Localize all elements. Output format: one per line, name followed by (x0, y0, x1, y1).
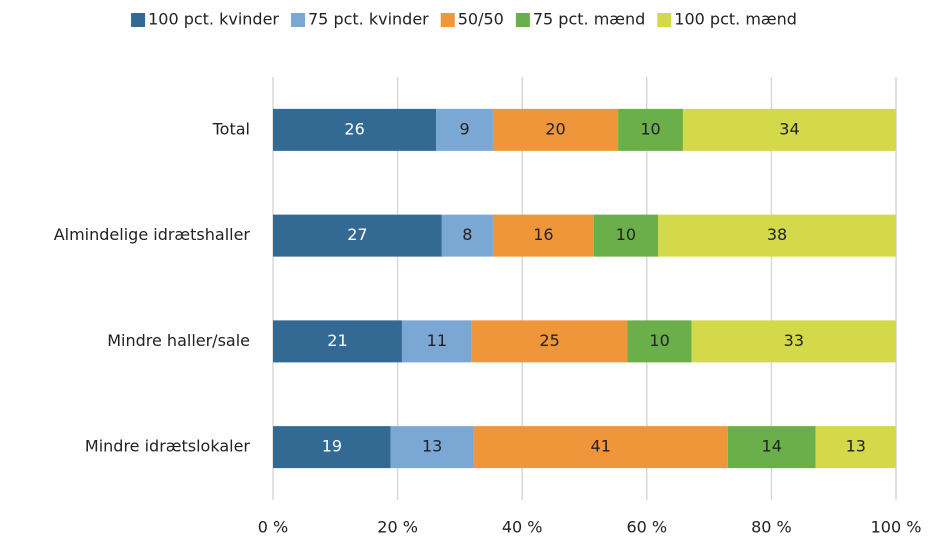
data-label: 25 (539, 331, 559, 350)
legend-label: 100 pct. kvinder (148, 10, 279, 29)
legend-label: 75 pct. kvinder (308, 10, 429, 29)
data-label: 14 (762, 437, 782, 456)
bar-segment (441, 214, 493, 257)
y-tick-label: Almindelige idrætshaller (54, 225, 251, 244)
data-label: 38 (767, 225, 787, 244)
x-tick-label: 40 % (502, 518, 543, 537)
bar-segment (273, 320, 402, 363)
bar-segment (473, 426, 728, 469)
bar-segment (682, 108, 896, 151)
legend-swatch (657, 13, 672, 27)
x-tick-label: 100 % (871, 518, 922, 537)
data-label: 13 (846, 437, 866, 456)
data-label: 27 (347, 225, 367, 244)
bar-segment (390, 426, 474, 469)
x-tick-label: 20 % (377, 518, 418, 537)
data-label: 41 (591, 437, 611, 456)
data-label: 19 (322, 437, 342, 456)
x-tick-label: 80 % (751, 518, 792, 537)
data-label: 21 (327, 331, 347, 350)
legend-swatch (291, 13, 305, 27)
data-label: 34 (779, 119, 799, 138)
data-label: 16 (533, 225, 553, 244)
bar-segment (691, 320, 896, 363)
legend: 100 pct. kvinder 75 pct. kvinder 50/50 75 p… (131, 10, 797, 29)
bar-segment (492, 108, 619, 151)
data-label: 8 (462, 225, 472, 244)
data-label: 13 (422, 437, 442, 456)
bar-segment (273, 214, 442, 257)
bar-segment (658, 214, 896, 257)
legend-swatch (131, 13, 146, 27)
data-label: 10 (640, 119, 660, 138)
bar-segment (401, 320, 472, 363)
bar-segment (727, 426, 816, 469)
data-label: 26 (344, 119, 364, 138)
bar-segment (815, 426, 896, 469)
y-tick-label: Mindre idrætslokaler (85, 437, 251, 456)
x-tick-label: 0 % (258, 518, 288, 537)
legend-swatch (515, 13, 530, 27)
legend-label: 75 pct. mænd (533, 10, 645, 29)
bar-segment (618, 108, 683, 151)
legend-label: 100 pct. mænd (674, 10, 797, 29)
data-label: 11 (427, 331, 447, 350)
data-label: 33 (784, 331, 804, 350)
x-tick-label: 60 % (626, 518, 667, 537)
bar-segment (627, 320, 692, 363)
bar-segment (593, 214, 659, 257)
y-tick-label: Mindre haller/sale (107, 331, 250, 350)
legend-swatch (440, 13, 455, 27)
data-label: 9 (459, 119, 469, 138)
y-tick-label: Total (212, 119, 250, 138)
bar-segment (492, 214, 594, 257)
bar-segment (436, 108, 493, 151)
bar-segment (273, 426, 391, 469)
bar-segment (471, 320, 628, 363)
data-label: 10 (616, 225, 636, 244)
data-label: 20 (545, 119, 565, 138)
data-label: 10 (649, 331, 669, 350)
legend-label: 50/50 (458, 10, 504, 29)
bar-segment (273, 108, 437, 151)
